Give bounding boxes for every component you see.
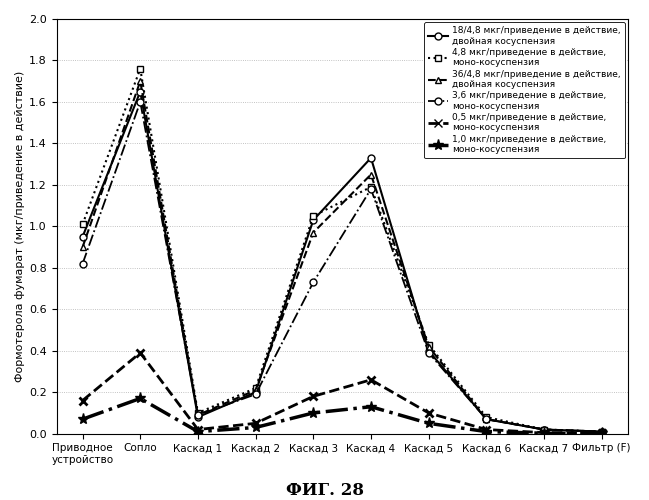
1,0 мкг/приведение в действие,
моно-косуспензия <box>367 404 375 409</box>
1,0 мкг/приведение в действие,
моно-косуспензия <box>424 420 432 426</box>
18/4,8 мкг/приведение в действие,
двойная косуспензия <box>367 155 375 161</box>
1,0 мкг/приведение в действие,
моно-косуспензия <box>482 428 490 434</box>
3,6 мкг/приведение в действие,
моно-косуспензия <box>194 412 202 418</box>
4,8 мкг/приведение в действие,
моно-косуспензия <box>598 428 606 434</box>
0,5 мкг/приведение в действие,
моно-косуспензия <box>540 430 548 436</box>
4,8 мкг/приведение в действие,
моно-косуспензия <box>79 222 86 228</box>
36/4,8 мкг/приведение в действие,
двойная косуспензия <box>424 344 432 349</box>
18/4,8 мкг/приведение в действие,
двойная косуспензия <box>136 88 144 94</box>
36/4,8 мкг/приведение в действие,
двойная косуспензия <box>310 230 317 235</box>
1,0 мкг/приведение в действие,
моно-косуспензия <box>540 430 548 436</box>
0,5 мкг/приведение в действие,
моно-косуспензия <box>136 350 144 356</box>
3,6 мкг/приведение в действие,
моно-косуспензия <box>136 99 144 105</box>
3,6 мкг/приведение в действие,
моно-косуспензия <box>367 186 375 192</box>
3,6 мкг/приведение в действие,
моно-косуспензия <box>540 426 548 432</box>
4,8 мкг/приведение в действие,
моно-косуспензия <box>136 66 144 72</box>
3,6 мкг/приведение в действие,
моно-косуспензия <box>252 392 260 398</box>
Y-axis label: Формотерола фумарат (мкг/приведение в действие): Формотерола фумарат (мкг/приведение в де… <box>15 70 25 382</box>
18/4,8 мкг/приведение в действие,
двойная косуспензия <box>79 234 86 239</box>
0,5 мкг/приведение в действие,
моно-косуспензия <box>252 420 260 426</box>
0,5 мкг/приведение в действие,
моно-косуспензия <box>79 398 86 404</box>
0,5 мкг/приведение в действие,
моно-косуспензия <box>482 426 490 432</box>
1,0 мкг/приведение в действие,
моно-косуспензия <box>79 416 86 422</box>
18/4,8 мкг/приведение в действие,
двойная косуспензия <box>194 414 202 420</box>
1,0 мкг/приведение в действие,
моно-косуспензия <box>136 396 144 402</box>
36/4,8 мкг/приведение в действие,
двойная косуспензия <box>252 387 260 393</box>
Line: 18/4,8 мкг/приведение в действие,
двойная косуспензия: 18/4,8 мкг/приведение в действие, двойна… <box>79 88 605 435</box>
3,6 мкг/приведение в действие,
моно-косуспензия <box>598 428 606 434</box>
1,0 мкг/приведение в действие,
моно-косуспензия <box>310 410 317 416</box>
4,8 мкг/приведение в действие,
моно-косуспензия <box>540 426 548 432</box>
18/4,8 мкг/приведение в действие,
двойная косуспензия <box>424 348 432 354</box>
1,0 мкг/приведение в действие,
моно-косуспензия <box>252 424 260 430</box>
18/4,8 мкг/приведение в действие,
двойная косуспензия <box>598 428 606 434</box>
4,8 мкг/приведение в действие,
моно-косуспензия <box>367 184 375 190</box>
4,8 мкг/приведение в действие,
моно-косуспензия <box>310 213 317 219</box>
0,5 мкг/приведение в действие,
моно-косуспензия <box>367 377 375 383</box>
4,8 мкг/приведение в действие,
моно-косуспензия <box>252 385 260 391</box>
0,5 мкг/приведение в действие,
моно-косуспензия <box>598 430 606 436</box>
18/4,8 мкг/приведение в действие,
двойная косуспензия <box>252 389 260 395</box>
3,6 мкг/приведение в действие,
моно-косуспензия <box>79 260 86 266</box>
Line: 36/4,8 мкг/приведение в действие,
двойная косуспензия: 36/4,8 мкг/приведение в действие, двойна… <box>79 78 605 435</box>
Text: ФИГ. 28: ФИГ. 28 <box>286 482 363 499</box>
0,5 мкг/приведение в действие,
моно-косуспензия <box>194 426 202 432</box>
3,6 мкг/приведение в действие,
моно-косуспензия <box>310 280 317 285</box>
18/4,8 мкг/приведение в действие,
двойная косуспензия <box>482 416 490 422</box>
36/4,8 мкг/приведение в действие,
двойная косуспензия <box>136 78 144 84</box>
36/4,8 мкг/приведение в действие,
двойная косуспензия <box>598 428 606 434</box>
4,8 мкг/приведение в действие,
моно-косуспензия <box>482 414 490 420</box>
4,8 мкг/приведение в действие,
моно-косуспензия <box>424 342 432 347</box>
18/4,8 мкг/приведение в действие,
двойная косуспензия <box>310 217 317 223</box>
36/4,8 мкг/приведение в действие,
двойная косуспензия <box>540 426 548 432</box>
36/4,8 мкг/приведение в действие,
двойная косуспензия <box>482 416 490 422</box>
4,8 мкг/приведение в действие,
моно-косуспензия <box>194 410 202 416</box>
1,0 мкг/приведение в действие,
моно-косуспензия <box>194 428 202 434</box>
18/4,8 мкг/приведение в действие,
двойная косуспензия <box>540 426 548 432</box>
36/4,8 мкг/приведение в действие,
двойная косуспензия <box>367 172 375 177</box>
0,5 мкг/приведение в действие,
моно-косуспензия <box>310 394 317 400</box>
36/4,8 мкг/приведение в действие,
двойная косуспензия <box>194 412 202 418</box>
Line: 4,8 мкг/приведение в действие,
моно-косуспензия: 4,8 мкг/приведение в действие, моно-косу… <box>79 66 605 435</box>
3,6 мкг/приведение в действие,
моно-косуспензия <box>482 416 490 422</box>
Line: 1,0 мкг/приведение в действие,
моно-косуспензия: 1,0 мкг/приведение в действие, моно-косу… <box>77 393 607 439</box>
3,6 мкг/приведение в действие,
моно-косуспензия <box>424 350 432 356</box>
1,0 мкг/приведение в действие,
моно-косуспензия <box>598 430 606 436</box>
Line: 0,5 мкг/приведение в действие,
моно-косуспензия: 0,5 мкг/приведение в действие, моно-косу… <box>79 348 606 437</box>
Legend: 18/4,8 мкг/приведение в действие,
двойная косуспензия, 4,8 мкг/приведение в дейс: 18/4,8 мкг/приведение в действие, двойна… <box>424 22 625 158</box>
0,5 мкг/приведение в действие,
моно-косуспензия <box>424 410 432 416</box>
36/4,8 мкг/приведение в действие,
двойная косуспензия <box>79 244 86 250</box>
Line: 3,6 мкг/приведение в действие,
моно-косуспензия: 3,6 мкг/приведение в действие, моно-косу… <box>79 98 605 435</box>
